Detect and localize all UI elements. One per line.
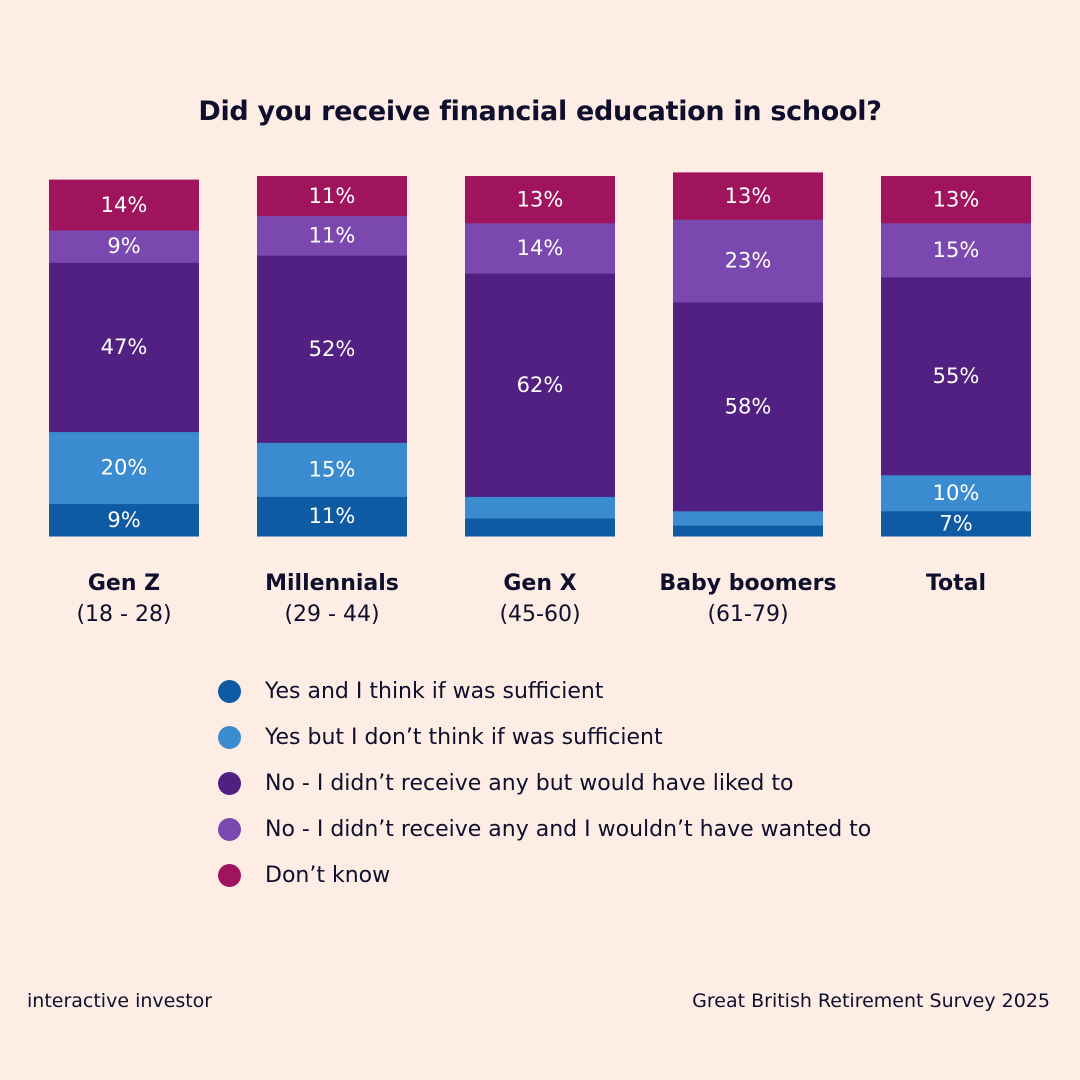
data-label-total-s2: 55%: [933, 364, 980, 388]
legend: Yes and I think if was sufficient Yes bu…: [218, 668, 871, 898]
chart-title: Did you receive financial education in s…: [198, 96, 882, 127]
legend-label: Yes and I think if was sufficient: [265, 678, 604, 704]
bar-segment-millennials-s3: [257, 215, 407, 256]
legend-swatch: [218, 817, 241, 841]
data-label-gen-x-s3: 14%: [517, 236, 564, 260]
category-age-range: (29 - 44): [284, 602, 380, 627]
bar-segment-total-s3: [881, 222, 1031, 278]
bar-segment-total-s2: [881, 276, 1031, 476]
bar-segment-baby-boomers-s4: [673, 172, 823, 220]
data-label-millennials-s3: 11%: [309, 223, 356, 247]
category-age-range: (45-60): [499, 602, 581, 627]
category-name: Baby boomers: [659, 571, 837, 596]
legend-item-yes-sufficient: Yes and I think if was sufficient: [218, 668, 871, 714]
category-name: Millennials: [265, 571, 399, 596]
data-label-baby-boomers-s3: 23%: [725, 249, 772, 273]
data-label-baby-boomers-s4: 13%: [725, 184, 772, 208]
bar-segment-millennials-s4: [257, 176, 407, 217]
bar-segment-gen-x-s1: [465, 496, 615, 519]
data-label-total-s1: 10%: [933, 481, 980, 505]
bar-segment-gen-z-s4: [49, 179, 199, 231]
legend-swatch: [218, 771, 241, 795]
bar-segment-baby-boomers-s2: [673, 302, 823, 512]
category-age-range: (61-79): [707, 602, 789, 627]
legend-swatch: [218, 863, 241, 887]
bar-segment-baby-boomers-s1: [673, 510, 823, 526]
data-label-gen-z-s2: 47%: [101, 335, 148, 359]
data-label-millennials-s2: 52%: [309, 337, 356, 361]
legend-label: No - I didn’t receive any and I wouldn’t…: [265, 816, 872, 842]
bar-segment-gen-z-s2: [49, 262, 199, 433]
category-age-range: (18 - 28): [76, 602, 172, 627]
bar-segment-gen-x-s2: [465, 273, 615, 497]
data-label-gen-z-s0: 9%: [107, 508, 140, 532]
bar-segment-gen-x-s4: [465, 176, 615, 224]
bar-segment-millennials-s1: [257, 442, 407, 497]
category-name: Total: [925, 571, 987, 596]
source-label: Great British Retirement Survey 2025: [692, 990, 1050, 1012]
legend-swatch: [218, 725, 241, 749]
data-label-gen-x-s2: 62%: [517, 373, 564, 397]
data-label-gen-x-s4: 13%: [517, 187, 564, 211]
bar-segment-gen-x-s3: [465, 222, 615, 274]
data-label-total-s4: 13%: [933, 187, 980, 211]
bar-segment-millennials-s2: [257, 255, 407, 443]
bar-segment-baby-boomers-s3: [673, 219, 823, 303]
legend-label: Yes but I don’t think if was sufficient: [265, 724, 663, 750]
legend-label: No - I didn’t receive any but would have…: [265, 770, 794, 796]
category-label-gen-z: Gen Z (18 - 28): [14, 568, 234, 630]
category-label-total: Total: [846, 568, 1066, 599]
legend-item-yes-not-sufficient: Yes but I don’t think if was sufficient: [218, 714, 871, 760]
bar-segment-millennials-s0: [257, 496, 407, 537]
legend-label: Don’t know: [265, 862, 391, 888]
category-name: Gen Z: [87, 571, 161, 596]
legend-item-dont-know: Don’t know: [218, 852, 871, 898]
bar-segment-baby-boomers-s0: [673, 525, 823, 537]
bar-segment-total-s0: [881, 510, 1031, 537]
category-label-baby-boomers: Baby boomers (61-79): [638, 568, 858, 630]
category-label-millennials: Millennials (29 - 44): [222, 568, 442, 630]
data-label-gen-z-s1: 20%: [101, 456, 148, 480]
stacked-bar-chart: 9% 20% 47% 9% 14% 11% 15% 52% 11% 11% 62% 14% 13% 58%…: [49, 172, 1031, 537]
data-label-millennials-s0: 11%: [309, 504, 356, 528]
bar-segment-gen-x-s0: [465, 518, 615, 537]
data-label-total-s0: 7%: [939, 511, 972, 535]
data-label-gen-z-s4: 14%: [101, 193, 148, 217]
data-label-baby-boomers-s2: 58%: [725, 394, 772, 418]
bar-segment-gen-z-s3: [49, 230, 199, 263]
brand-name: interactive investor: [27, 990, 213, 1012]
bar-segment-total-s1: [881, 474, 1031, 512]
bar-segment-gen-z-s0: [49, 503, 199, 537]
legend-item-no-not-wanted: No - I didn’t receive any and I wouldn’t…: [218, 806, 871, 852]
legend-item-no-would-have-liked: No - I didn’t receive any but would have…: [218, 760, 871, 806]
data-label-gen-z-s3: 9%: [107, 234, 140, 258]
category-name: Gen X: [503, 571, 577, 596]
bar-segment-gen-z-s1: [49, 431, 199, 505]
data-label-millennials-s1: 15%: [309, 457, 356, 481]
bar-segment-total-s4: [881, 176, 1031, 224]
category-label-gen-x: Gen X (45-60): [430, 568, 650, 630]
data-label-millennials-s4: 11%: [309, 184, 356, 208]
legend-swatch: [218, 679, 241, 703]
data-label-total-s3: 15%: [933, 238, 980, 262]
